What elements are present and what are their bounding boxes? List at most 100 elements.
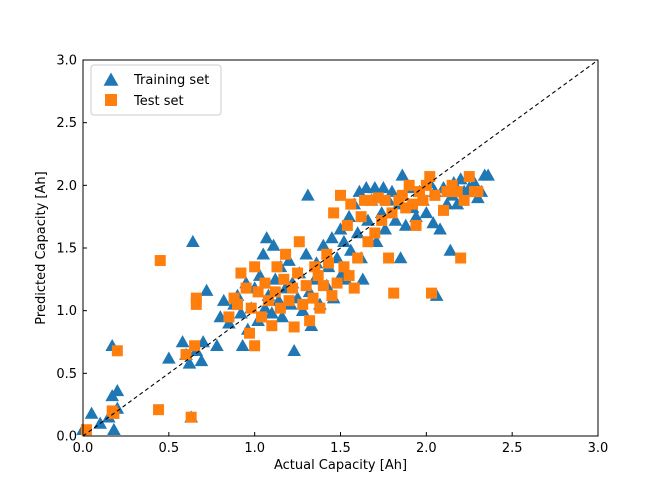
test-point	[232, 298, 243, 310]
x-tick-label: 2.5	[502, 441, 523, 456]
y-tick-label: 3.0	[56, 54, 77, 69]
test-point	[80, 424, 92, 436]
training-point	[186, 234, 200, 248]
y-tick-label: 2.0	[56, 179, 77, 194]
training-point	[388, 213, 403, 226]
training-point	[395, 168, 410, 181]
test-point	[386, 207, 398, 219]
test-point	[326, 290, 338, 302]
test-point	[429, 189, 441, 201]
y-tick-label: 2.5	[56, 116, 77, 131]
legend-label-training: Training set	[133, 73, 209, 88]
training-point	[376, 181, 391, 194]
training-point	[107, 422, 121, 436]
x-tick-label: 1.0	[244, 441, 265, 456]
test-point	[425, 287, 437, 299]
test-point	[249, 340, 261, 352]
test-point	[314, 302, 326, 314]
training-point	[443, 243, 458, 256]
training-point	[162, 351, 176, 364]
test-point	[280, 248, 292, 260]
test-point	[420, 179, 432, 191]
training-point	[350, 226, 365, 239]
training-point	[110, 384, 125, 397]
test-point	[348, 282, 360, 294]
test-point	[331, 277, 343, 289]
training-point	[182, 356, 197, 369]
test-point	[300, 280, 312, 292]
x-tick-label: 3.0	[588, 441, 609, 456]
test-point	[269, 286, 281, 298]
test-point	[455, 252, 467, 264]
test-point	[407, 198, 419, 210]
test-point	[262, 295, 274, 307]
test-point	[252, 286, 264, 298]
test-point	[388, 287, 400, 299]
training-point	[359, 181, 374, 194]
test-point	[383, 252, 395, 264]
test-point	[190, 292, 202, 304]
test-point	[369, 227, 381, 239]
test-point	[417, 194, 429, 206]
test-point	[396, 189, 408, 201]
training-point	[409, 209, 423, 222]
training-point	[235, 338, 250, 352]
test-point	[297, 298, 309, 310]
test-point	[154, 255, 166, 267]
test-point	[345, 198, 357, 210]
test-point	[376, 214, 388, 226]
training-point	[259, 231, 274, 244]
x-axis-label: Actual Capacity [Ah]	[274, 458, 407, 473]
test-point	[180, 349, 192, 361]
test-point	[424, 171, 436, 183]
training-point	[361, 213, 375, 226]
test-point	[304, 315, 316, 327]
training-point	[275, 310, 289, 323]
legend: Training set Test set	[90, 64, 222, 116]
test-point	[189, 340, 201, 352]
test-point	[249, 261, 261, 273]
y-tick-label: 1.5	[56, 242, 77, 257]
test-point	[190, 298, 202, 310]
y-tick-label: 0.0	[56, 430, 77, 445]
training-point	[393, 251, 408, 264]
training-point	[333, 222, 348, 235]
training-point	[325, 231, 339, 244]
test-point	[338, 261, 350, 273]
training-point	[234, 306, 248, 319]
test-point	[312, 270, 324, 282]
test-point	[362, 236, 374, 248]
test-point	[463, 171, 475, 183]
y-tick-label: 1.0	[56, 304, 77, 319]
training-point	[84, 406, 99, 419]
test-point	[317, 280, 329, 292]
test-point	[341, 219, 353, 231]
legend-marker-test	[105, 94, 117, 106]
test-point	[309, 261, 321, 273]
axis-ticks: 0.0 0.5 1.0 1.5 2.0 2.5 3.0 0.0 0.5 1.0 1.5 2.0 2.5 3…	[56, 54, 608, 457]
training-point	[216, 293, 231, 306]
training-point	[175, 335, 190, 348]
training-point	[426, 216, 441, 229]
test-point	[355, 211, 367, 223]
test-point	[321, 248, 333, 260]
test-point	[307, 292, 319, 304]
training-point	[299, 247, 313, 260]
test-point	[472, 186, 484, 198]
training-point	[378, 222, 392, 235]
test-point	[365, 194, 377, 206]
legend-label-test: Test set	[133, 94, 184, 109]
test-point	[322, 257, 334, 269]
x-tick-label: 2.0	[416, 441, 437, 456]
test-point	[153, 404, 165, 416]
test-point	[372, 192, 384, 204]
training-point	[199, 283, 214, 296]
test-point	[256, 311, 268, 323]
y-tick-label: 0.5	[56, 367, 77, 382]
test-point	[278, 273, 290, 285]
test-point	[451, 186, 463, 198]
test-point	[293, 236, 305, 248]
test-point	[359, 194, 371, 206]
data-points	[76, 168, 495, 436]
